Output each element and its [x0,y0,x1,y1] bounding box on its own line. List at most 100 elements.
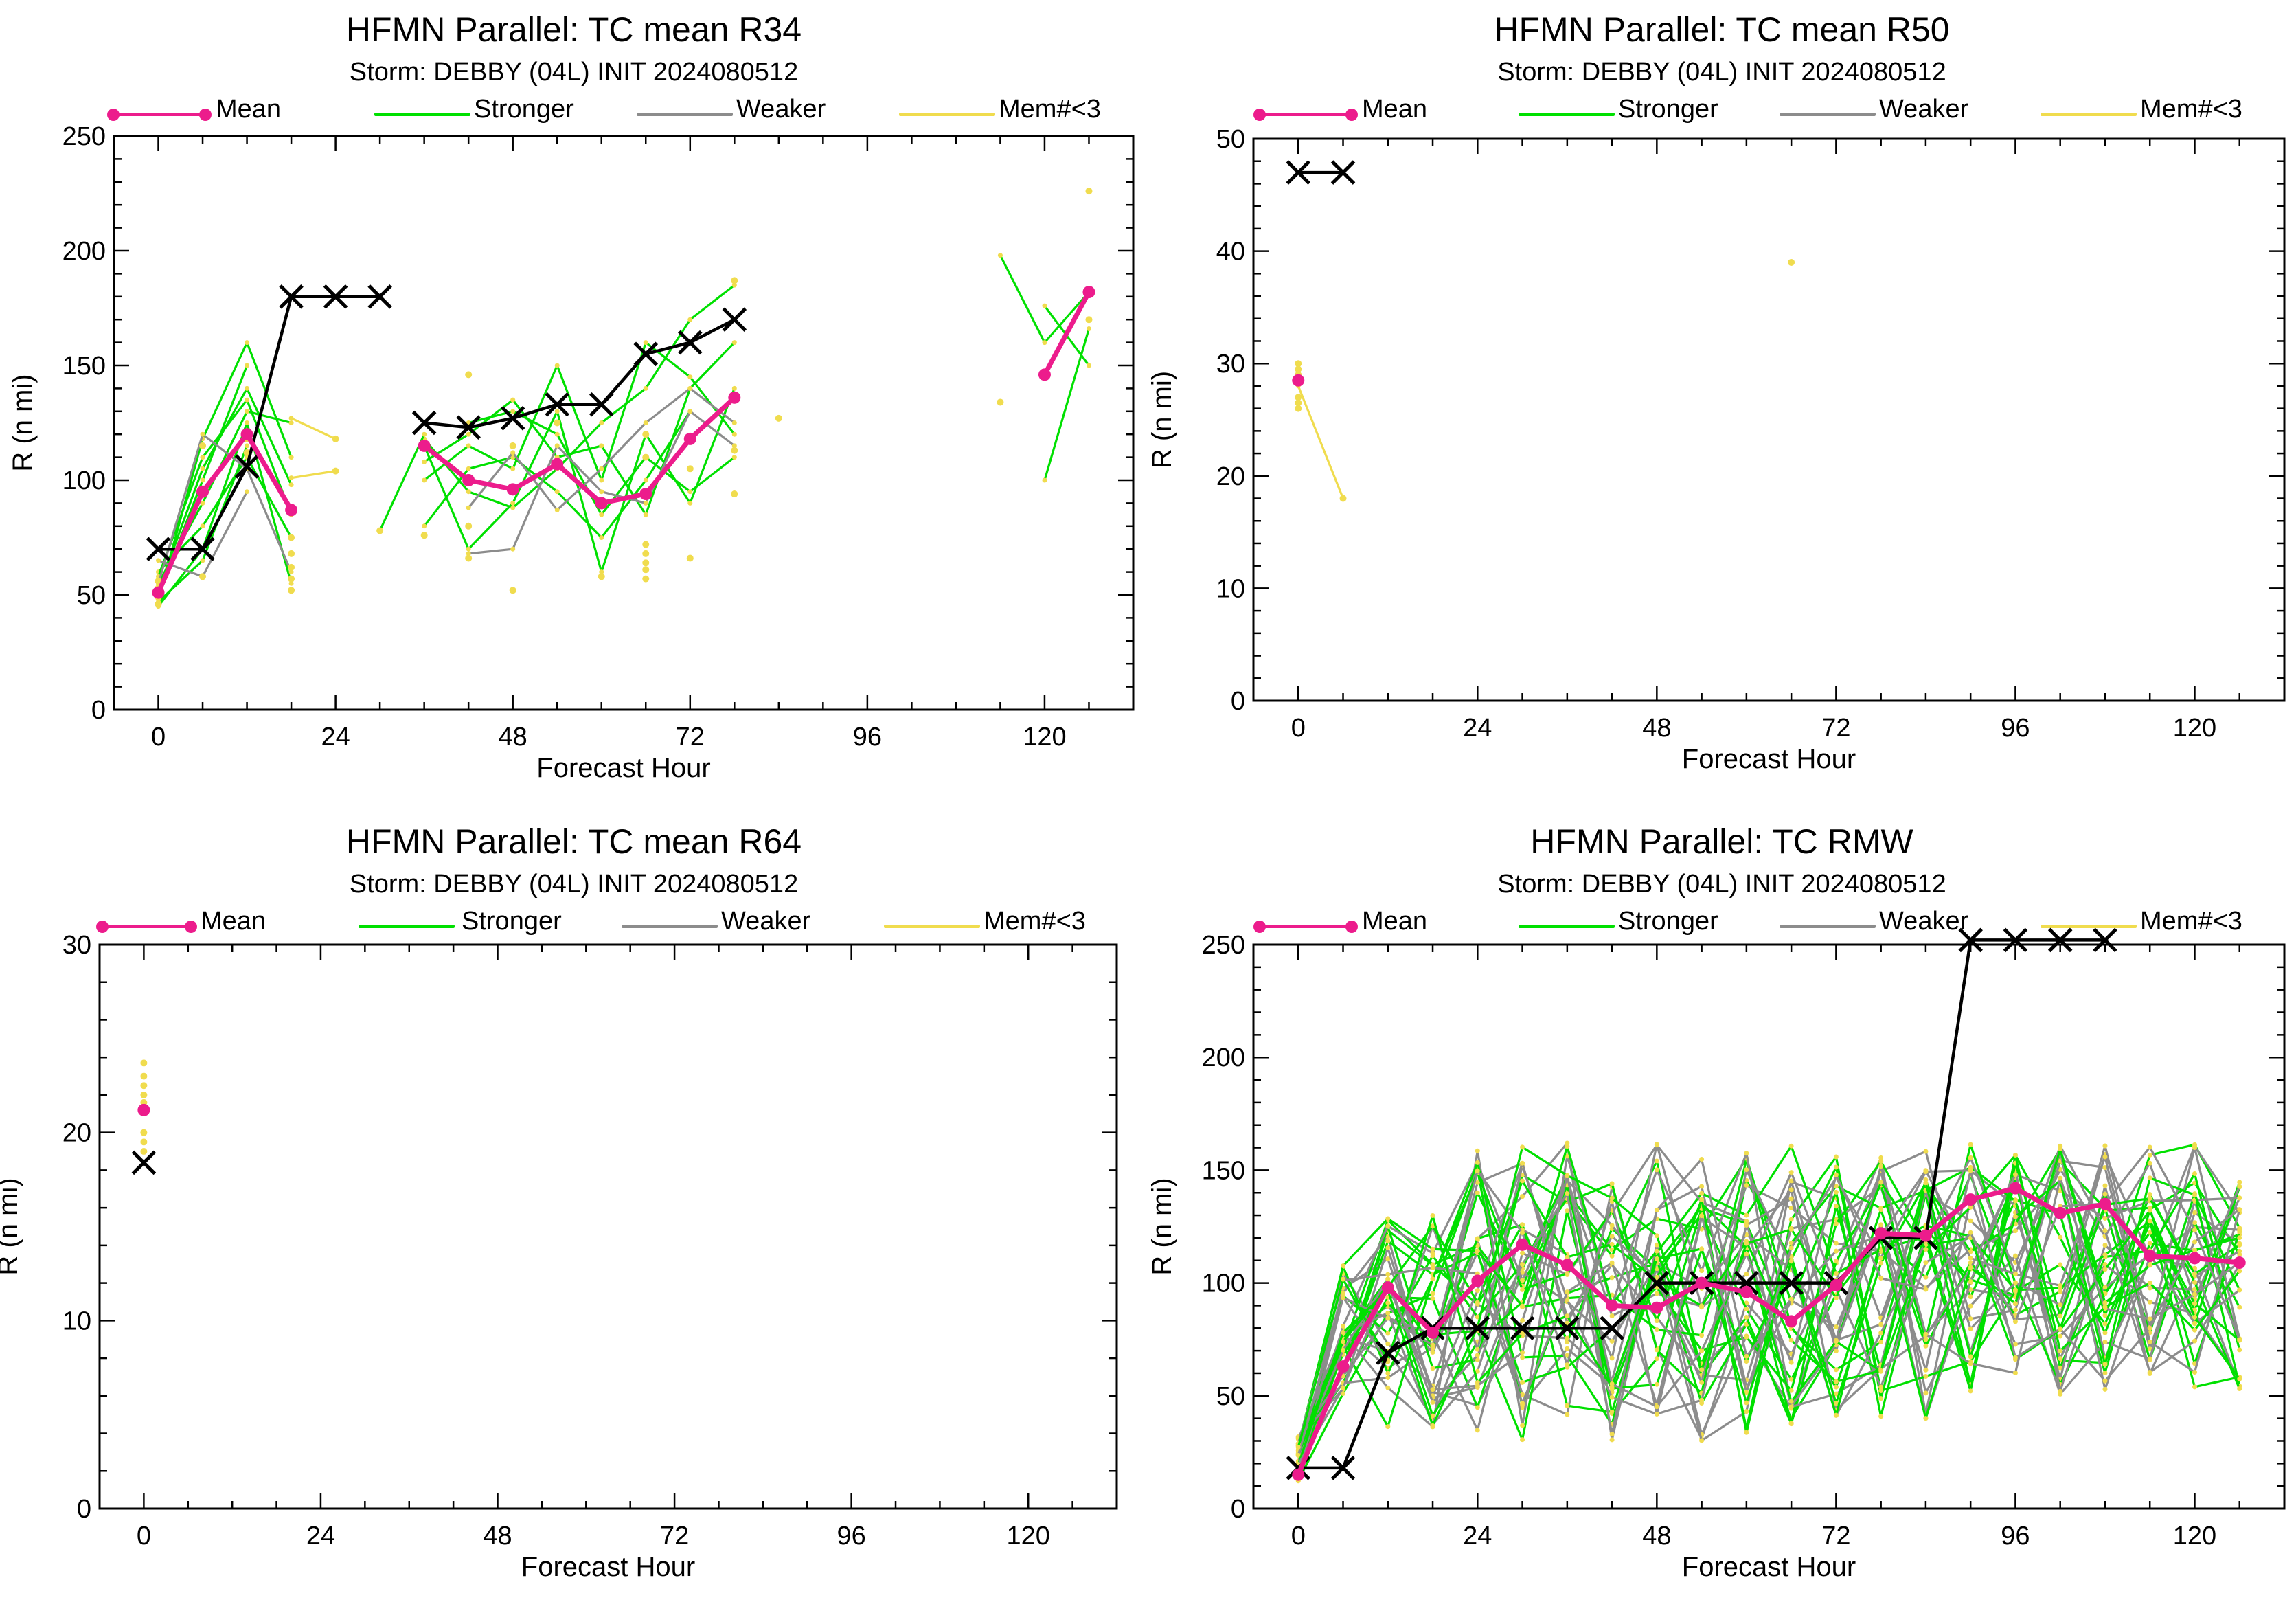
member-point [1923,1367,1929,1373]
member-point [2102,1285,2108,1290]
member-point [200,455,205,460]
member-point [554,431,560,437]
member-stronger-line [157,421,293,607]
mean-point [595,497,608,510]
best-track-line [158,295,380,551]
member-point [1878,1414,1884,1419]
member-point [1744,1400,1749,1406]
member-point [510,397,516,403]
mean-point [152,586,165,599]
mem-point [1295,405,1302,412]
member-point [599,535,604,540]
member-point [1699,1333,1705,1338]
legend-weaker-label: Weaker [1879,907,1969,936]
member-point [1385,1385,1391,1390]
legend-weaker-line [622,925,718,928]
chart-title: HFMN Parallel: TC mean R34 [345,10,802,49]
y-tick-label: 250 [1202,931,1245,960]
mem-point [140,1148,148,1155]
member-point [2237,1184,2242,1189]
mem-point [332,435,339,442]
member-point [1788,1421,1794,1426]
member-point [1341,1276,1346,1282]
member-point [1833,1248,1839,1254]
member-point [2102,1378,2108,1384]
legend-stronger-line [1519,113,1615,116]
member-point [2147,1369,2152,1375]
member-point [1042,340,1047,346]
member-point [1520,1144,1525,1150]
mean-point [639,488,652,501]
member-point [1699,1367,1705,1373]
mean-point [1695,1276,1708,1289]
member-point [1833,1241,1839,1246]
y-tick-label: 0 [1231,1495,1245,1524]
member-point [510,409,516,414]
member-stronger-line [1043,328,1091,481]
axes: 0 24 48 72 96 120 0 10 20 30 Forecast Hour R (n mi) [0,931,1118,1582]
member-stronger-line [423,341,736,482]
member-point [1878,1330,1884,1335]
member-point [2102,1191,2108,1197]
legend-mem-line [2041,113,2137,116]
mean-point [1292,1468,1305,1481]
legend-mean-marker [107,108,120,121]
legend-stronger-label: Stronger [1618,95,1718,124]
best-track-marker [500,406,525,431]
member-point [2102,1252,2108,1258]
member-point [1833,1324,1839,1330]
member-point [1923,1331,1929,1337]
member-point [554,507,560,512]
member-point [1878,1388,1884,1394]
member-point [1744,1212,1749,1218]
mem-point [140,1129,148,1136]
member-point [687,317,693,322]
member-point [643,477,648,483]
member-point [1565,1254,1570,1260]
y-tick-label: 40 [1216,238,1245,267]
member-point [1923,1247,1929,1252]
member-point [1699,1156,1705,1162]
member-point [1654,1233,1659,1239]
member-point [2147,1219,2152,1224]
mem-point [642,550,650,557]
member-point [1968,1168,1973,1173]
member-point [245,420,250,425]
member-point [156,558,161,563]
member-point [687,489,693,495]
member-point [2237,1386,2242,1392]
member-point [1565,1412,1570,1417]
mem-point [1085,316,1093,324]
member-stronger-line [157,398,293,577]
member-point [245,363,250,368]
member-point [1520,1222,1525,1228]
member-point [1475,1428,1480,1433]
member-point [1475,1168,1480,1173]
member-point [1385,1239,1391,1244]
member-point [466,546,471,552]
member-point [510,455,516,460]
mean-point [728,391,741,404]
member-point [1744,1390,1749,1395]
x-tick-label: 48 [499,723,527,752]
mean-point [2098,1197,2111,1210]
member-point [1654,1207,1659,1212]
member-point [288,580,294,586]
member-mem-line [291,470,336,480]
member-point [1833,1296,1839,1301]
mean-line [1296,1186,2240,1476]
member-point [2147,1196,2152,1202]
mean-point [1740,1285,1753,1298]
member-point [288,420,294,425]
member-point [599,569,604,575]
member-point [1341,1263,1346,1269]
data-layer [1286,160,1795,502]
mean-point [2054,1206,2067,1219]
member-point [1609,1338,1615,1344]
best-track-marker [234,454,260,479]
member-point [1430,1250,1435,1256]
member-point [1475,1248,1480,1254]
member-point [2102,1262,2108,1267]
plot-frame [98,943,1118,1510]
mem-point [642,559,650,567]
